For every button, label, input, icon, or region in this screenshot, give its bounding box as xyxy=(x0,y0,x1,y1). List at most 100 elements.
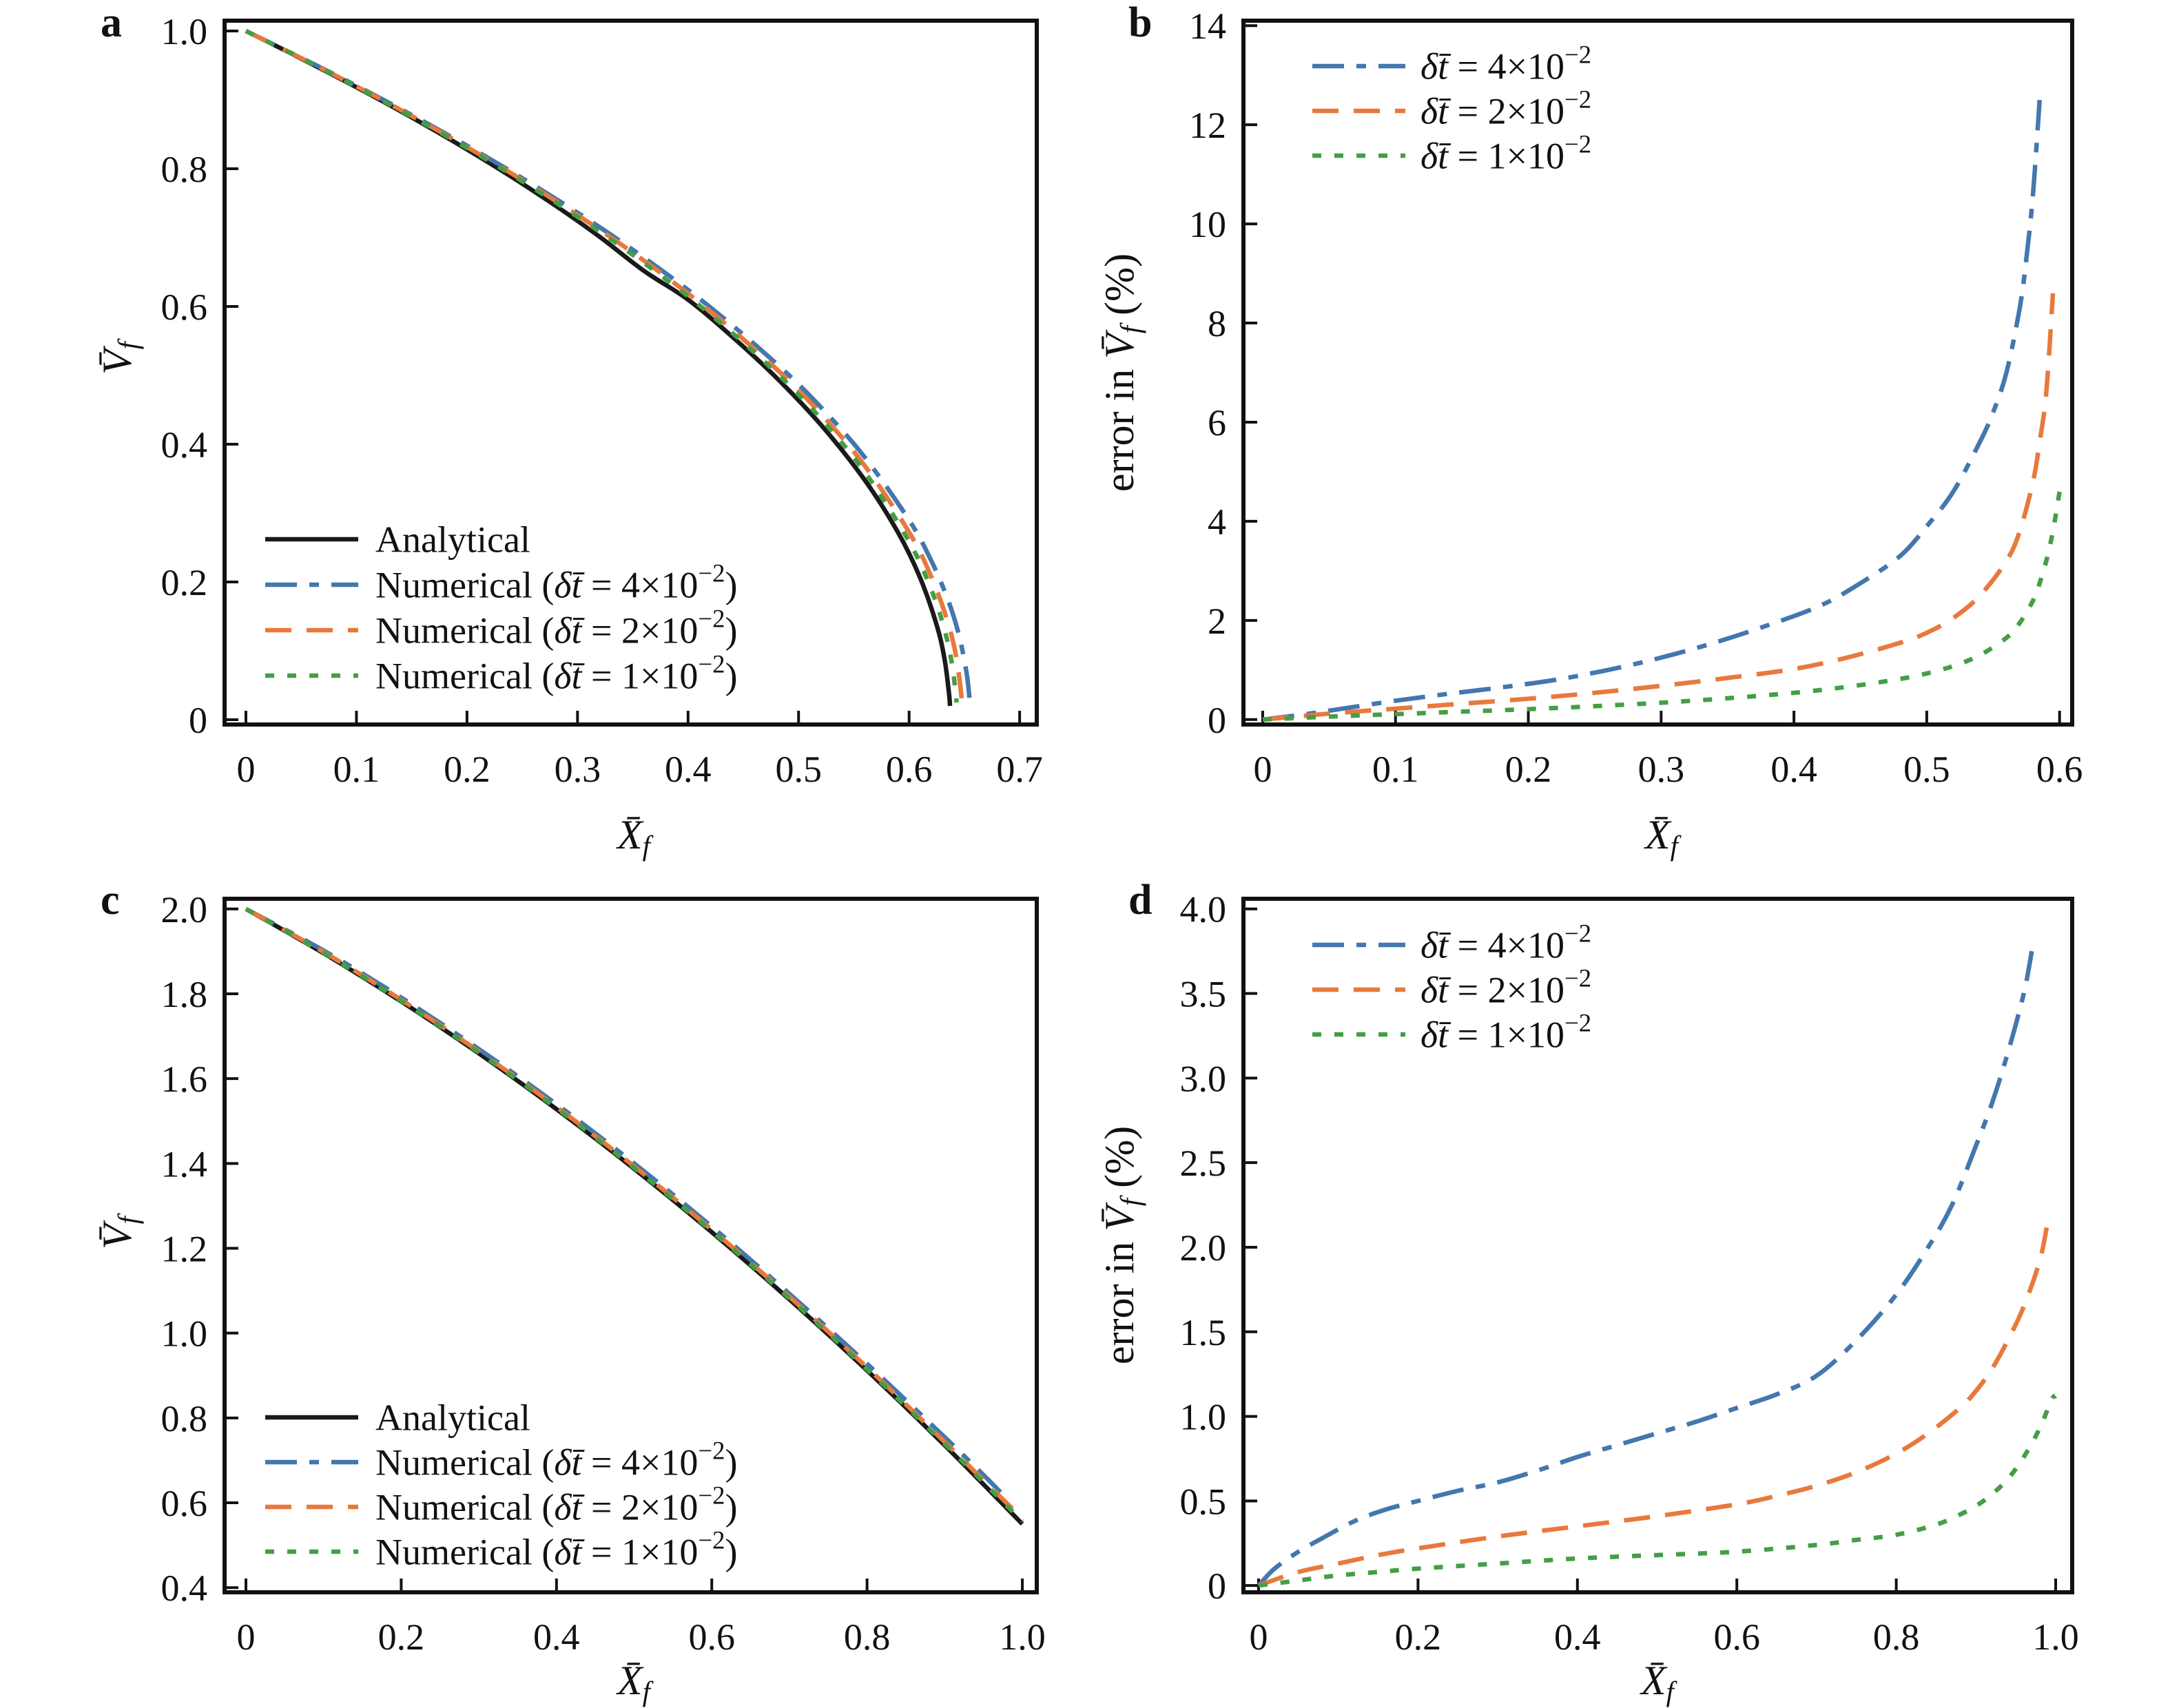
x-tick-label: 0 xyxy=(236,749,255,790)
y-tick-label: 12 xyxy=(1189,105,1226,146)
y-tick-label: 10 xyxy=(1189,204,1226,245)
axes-frame-c xyxy=(223,897,1039,1594)
x-tick-label: 0.2 xyxy=(1505,749,1552,790)
legend-label-a-3: Numerical (δt̄ = 1×10−2) xyxy=(375,650,737,697)
x-axis-label-d: X̄f xyxy=(1640,1658,1678,1707)
y-tick-label: 0 xyxy=(189,700,207,741)
panel-label-d: d xyxy=(1128,877,1153,924)
legend-label-d-1: δt̄ = 2×10−2 xyxy=(1420,964,1591,1011)
legend-label-a-1: Numerical (δt̄ = 4×10−2) xyxy=(375,559,737,606)
y-tick-label: 1.0 xyxy=(161,1313,208,1355)
series-c-0 xyxy=(245,906,1024,1526)
legend-label-d-0: δt̄ = 4×10−2 xyxy=(1420,919,1591,966)
series-d-1 xyxy=(1257,1221,2050,1588)
x-axis-label-c: X̄f xyxy=(616,1658,654,1707)
legend-label-d-2: δt̄ = 1×10−2 xyxy=(1420,1009,1591,1056)
x-tick-label: 0.4 xyxy=(1554,1616,1601,1658)
y-tick-label: 1.2 xyxy=(161,1229,208,1270)
legend-label-c-1: Numerical (δt̄ = 4×10−2) xyxy=(375,1437,737,1483)
y-tick-label: 6 xyxy=(1208,402,1226,444)
x-tick-label: 0.4 xyxy=(1770,749,1817,790)
y-tick-label: 0.8 xyxy=(161,149,208,190)
legend-label-b-1: δt̄ = 2×10−2 xyxy=(1420,85,1591,132)
y-tick-label: 0.4 xyxy=(161,424,208,466)
y-tick-label: 1.4 xyxy=(161,1143,208,1185)
y-tick-label: 2 xyxy=(1208,601,1226,642)
y-tick-label: 0.4 xyxy=(161,1568,208,1609)
x-axis-label-b: X̄f xyxy=(1644,812,1682,862)
y-tick-label: 0 xyxy=(1208,1565,1226,1607)
y-axis-label-b: error in V̄f (%) xyxy=(1097,253,1146,492)
series-c-2 xyxy=(245,906,1017,1512)
panel-label-b: b xyxy=(1128,0,1153,46)
panel-label-a: a xyxy=(101,0,122,46)
x-axis-label-a: X̄f xyxy=(616,812,654,862)
x-tick-label: 0 xyxy=(1249,1616,1268,1658)
series-b-2 xyxy=(1262,491,2062,722)
y-tick-label: 2.0 xyxy=(161,889,208,930)
y-tick-label: 4.0 xyxy=(1180,889,1227,930)
legend-label-c-3: Numerical (δt̄ = 1×10−2) xyxy=(375,1526,737,1573)
panel-a: 0 0.1 0.2 0.3 0.4 0.5 0.6 0.7 0 0.2 0.4 0.6 0.8 1.0 X̄… xyxy=(94,11,1043,862)
panel-b: 0 0.1 0.2 0.3 0.4 0.5 0.6 0 2 4 6 8 10 12 14 X̄f error i… xyxy=(1097,6,2083,861)
y-tick-label: 1.0 xyxy=(161,11,208,52)
y-tick-label: 0 xyxy=(1208,700,1226,741)
axes-frame-a xyxy=(223,19,1039,727)
x-tick-label: 0.2 xyxy=(378,1616,425,1658)
y-tick-label: 4 xyxy=(1208,501,1226,543)
panel-d: 0 0.2 0.4 0.6 0.8 1.0 0 0.5 1.0 1.5 2.0 2.5 3.0 3.5 4.… xyxy=(1097,889,2079,1707)
y-tick-label: 3.0 xyxy=(1180,1058,1227,1099)
y-axis-label-d: error in V̄f (%) xyxy=(1097,1126,1146,1364)
x-tick-label: 0.4 xyxy=(665,749,712,790)
series-d-2 xyxy=(1258,1393,2058,1588)
y-tick-label: 0.8 xyxy=(161,1398,208,1439)
x-tick-label: 0.6 xyxy=(886,749,933,790)
x-tick-label: 0.6 xyxy=(1713,1616,1760,1658)
legend-label-a-2: Numerical (δt̄ = 2×10−2) xyxy=(375,605,737,652)
y-tick-label: 0.6 xyxy=(161,1483,208,1524)
x-tick-label: 0.7 xyxy=(996,749,1043,790)
series-b-0 xyxy=(1262,99,2043,722)
x-tick-label: 0.1 xyxy=(333,749,380,790)
legend-label-b-0: δt̄ = 4×10−2 xyxy=(1420,41,1591,87)
y-tick-label: 2.5 xyxy=(1180,1143,1227,1184)
x-tick-label: 0.5 xyxy=(1903,749,1950,790)
panel-label-c: c xyxy=(101,877,120,924)
series-d-0 xyxy=(1257,950,2034,1587)
y-tick-label: 0.5 xyxy=(1180,1481,1227,1522)
y-tick-label: 1.0 xyxy=(1180,1397,1227,1438)
y-tick-label: 14 xyxy=(1189,6,1226,47)
series-b-1 xyxy=(1262,293,2056,722)
x-tick-label: 0.3 xyxy=(1638,749,1685,790)
axes-frame-d xyxy=(1241,897,2074,1594)
x-tick-label: 0.8 xyxy=(844,1616,891,1658)
y-axis-label-a: V̄f xyxy=(94,337,144,375)
x-tick-label: 0.5 xyxy=(775,749,822,790)
y-tick-label: 0.2 xyxy=(161,562,208,603)
legend-label-c-0: Analytical xyxy=(375,1397,530,1438)
x-tick-label: 0.6 xyxy=(688,1616,735,1658)
y-tick-label: 2.0 xyxy=(1180,1227,1227,1269)
x-tick-label: 0 xyxy=(1253,749,1272,790)
y-tick-label: 0.6 xyxy=(161,287,208,328)
series-a-2 xyxy=(245,29,964,703)
x-tick-label: 1.0 xyxy=(999,1616,1046,1658)
x-tick-label: 0.8 xyxy=(1873,1616,1920,1658)
y-axis-label-c: V̄f xyxy=(94,1212,144,1249)
x-tick-label: 0.6 xyxy=(2036,749,2083,790)
x-tick-label: 0.2 xyxy=(1395,1616,1442,1658)
series-c-3 xyxy=(245,906,1024,1523)
x-tick-label: 1.0 xyxy=(2032,1616,2079,1658)
x-tick-label: 0.3 xyxy=(555,749,601,790)
panel-c: 0 0.2 0.4 0.6 0.8 1.0 0.4 0.6 0.8 1.0 1.2 1.4 1.6 1.8… xyxy=(94,889,1046,1707)
x-tick-label: 0 xyxy=(236,1616,255,1658)
y-tick-label: 3.5 xyxy=(1180,974,1227,1015)
y-tick-label: 1.6 xyxy=(161,1059,208,1100)
x-tick-label: 0.2 xyxy=(444,749,490,790)
x-tick-label: 0.4 xyxy=(533,1616,580,1658)
y-tick-label: 8 xyxy=(1208,303,1226,344)
x-tick-label: 0.1 xyxy=(1372,749,1419,790)
series-c-1 xyxy=(245,906,1009,1501)
